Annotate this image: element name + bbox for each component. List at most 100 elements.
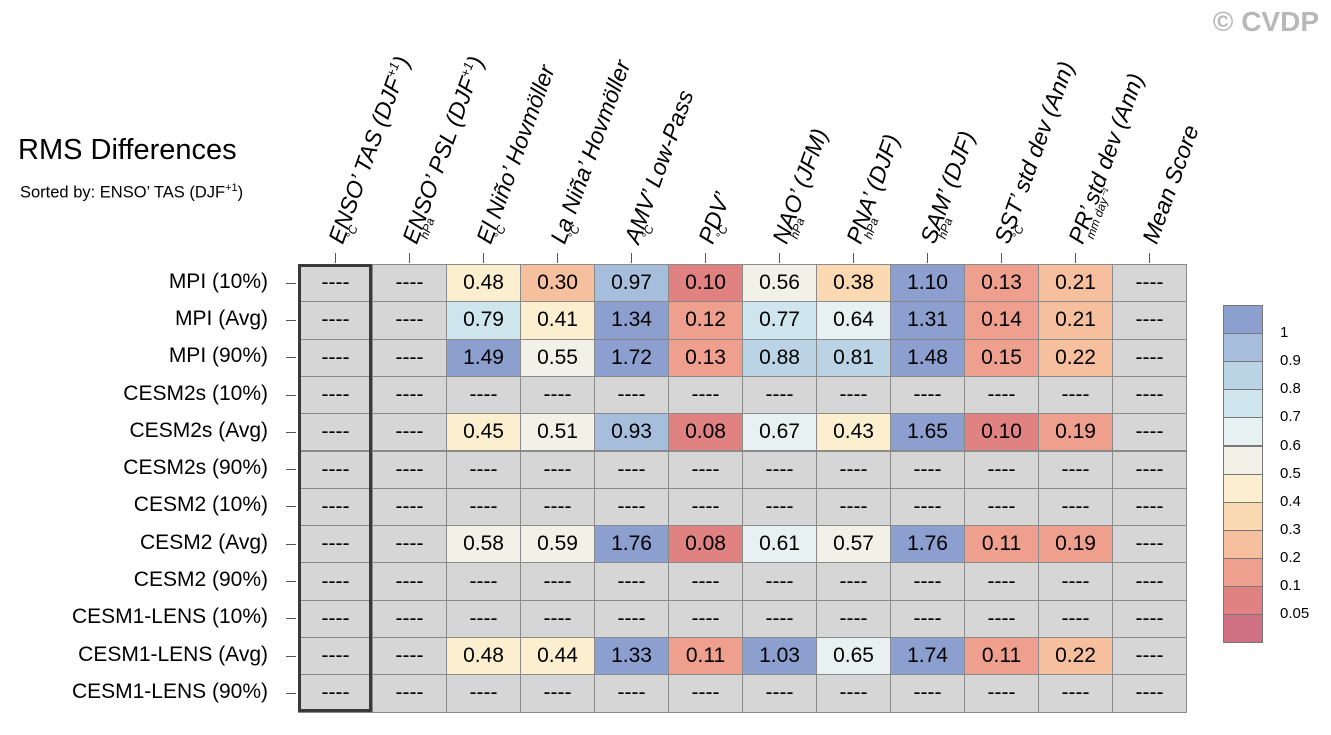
heatmap-cell: 0.43 bbox=[816, 413, 891, 452]
heatmap-cell: 1.72 bbox=[594, 338, 669, 377]
heatmap-cell: 0.55 bbox=[520, 338, 595, 377]
heatmap-cell: ---- bbox=[1112, 413, 1187, 452]
colorbar-label: 0.2 bbox=[1280, 548, 1301, 566]
heatmap-cell: ---- bbox=[964, 487, 1039, 527]
colorbar-swatch bbox=[1223, 417, 1263, 447]
colorbar-swatch bbox=[1223, 557, 1263, 587]
row-label: MPI (Avg) bbox=[175, 306, 268, 330]
colorbar-label: 0.7 bbox=[1280, 408, 1301, 426]
heatmap-cell: 0.41 bbox=[520, 301, 595, 340]
x-tick bbox=[853, 253, 854, 263]
heatmap-cell: ---- bbox=[1112, 637, 1187, 676]
subtitle-text: Sorted by: ENSO’ TAS (DJF bbox=[20, 183, 226, 202]
column-header-text: La Niña’ Hovmöller bbox=[545, 56, 636, 247]
y-tick bbox=[286, 692, 296, 694]
heatmap-cell: ---- bbox=[520, 674, 595, 713]
heatmap-cell: ---- bbox=[1112, 338, 1187, 377]
heatmap-cell: ---- bbox=[298, 674, 373, 713]
y-tick bbox=[286, 357, 296, 359]
chart-subtitle: Sorted by: ENSO’ TAS (DJF+1) bbox=[20, 182, 243, 203]
heatmap-cell: 0.10 bbox=[964, 413, 1039, 452]
column-header: Mean Score bbox=[1137, 121, 1205, 247]
column-header-text: Mean Score bbox=[1137, 121, 1204, 247]
heatmap-cell: ---- bbox=[446, 450, 521, 489]
heatmap-cell: ---- bbox=[372, 562, 447, 601]
heatmap-cell: ---- bbox=[668, 599, 743, 638]
row-labels: MPI (10%) MPI (Avg) MPI (90%) CESM2s (10%) C… bbox=[0, 0, 268, 735]
chart-title: RMS Differences bbox=[18, 134, 237, 166]
row-label: MPI (10%) bbox=[168, 269, 268, 293]
colorbar-label: 0.6 bbox=[1280, 436, 1301, 454]
heatmap-cell: ---- bbox=[816, 599, 891, 638]
row-label: CESM2s (10%) bbox=[123, 381, 268, 405]
y-tick bbox=[286, 319, 296, 321]
row-label: MPI (90%) bbox=[168, 344, 268, 368]
column-header-text: PR’ std dev (Ann) bbox=[1063, 69, 1149, 247]
column-header: La Niña’ Hovmöller bbox=[545, 57, 636, 248]
row-label: CESM2 (90%) bbox=[133, 568, 268, 592]
heatmap-cell: ---- bbox=[594, 674, 669, 713]
heatmap-cell: ---- bbox=[298, 562, 373, 601]
row-label: CESM2s (90%) bbox=[123, 456, 268, 480]
heatmap-cell: ---- bbox=[964, 562, 1039, 601]
heatmap-cell: ---- bbox=[742, 487, 817, 527]
heatmap-cell: ---- bbox=[446, 674, 521, 713]
colorbar-swatch bbox=[1223, 361, 1263, 391]
heatmap-cell: ---- bbox=[372, 599, 447, 638]
heatmap-cell: 0.11 bbox=[668, 637, 743, 676]
heatmap-cell: ---- bbox=[298, 301, 373, 340]
heatmap-cell: ---- bbox=[816, 487, 891, 527]
heatmap-cell: ---- bbox=[890, 450, 965, 489]
heatmap-cell: 0.21 bbox=[1038, 301, 1113, 340]
heatmap-cell: ---- bbox=[816, 450, 891, 489]
heatmap-cell: ---- bbox=[816, 375, 891, 415]
heatmap-cell: ---- bbox=[298, 487, 373, 527]
heatmap-cell: ---- bbox=[298, 338, 373, 377]
heatmap-cell: 0.81 bbox=[816, 338, 891, 377]
x-tick bbox=[1001, 253, 1002, 263]
heatmap-cell: ---- bbox=[372, 525, 447, 564]
heatmap-cell: 0.11 bbox=[964, 637, 1039, 676]
heatmap-cell: 0.22 bbox=[1038, 637, 1113, 676]
heatmap-cell: ---- bbox=[1112, 487, 1187, 527]
x-tick bbox=[409, 253, 410, 263]
heatmap-cell: ---- bbox=[298, 413, 373, 452]
heatmap-cell: ---- bbox=[742, 450, 817, 489]
heatmap-cell: 0.48 bbox=[446, 264, 521, 303]
heatmap-cell: ---- bbox=[298, 525, 373, 564]
colorbar-swatch bbox=[1223, 614, 1263, 644]
row-label: CESM1-LENS (90%) bbox=[71, 679, 268, 703]
heatmap-cell: ---- bbox=[1112, 674, 1187, 713]
x-tick bbox=[483, 253, 484, 263]
row-label: CESM2 (10%) bbox=[133, 493, 268, 517]
heatmap-cell: ---- bbox=[1112, 375, 1187, 415]
heatmap-cell: 1.49 bbox=[446, 338, 521, 377]
heatmap-cell: ---- bbox=[1112, 264, 1187, 303]
heatmap-cell: 0.10 bbox=[668, 264, 743, 303]
heatmap-cell: 0.44 bbox=[520, 637, 595, 676]
y-tick bbox=[286, 543, 296, 545]
heatmap-cell: ---- bbox=[1038, 487, 1113, 527]
y-tick bbox=[286, 581, 296, 583]
x-tick bbox=[557, 253, 558, 263]
row-label: CESM2 (Avg) bbox=[140, 530, 268, 554]
heatmap-cell: ---- bbox=[742, 599, 817, 638]
heatmap-cell: ---- bbox=[372, 338, 447, 377]
heatmap-cell: 0.08 bbox=[668, 525, 743, 564]
colorbar-label: 0.4 bbox=[1280, 492, 1301, 510]
heatmap-cell: ---- bbox=[298, 637, 373, 676]
y-tick bbox=[286, 431, 296, 433]
heatmap-cell: ---- bbox=[890, 375, 965, 415]
heatmap-cell: 1.34 bbox=[594, 301, 669, 340]
colorbar-swatch bbox=[1223, 473, 1263, 503]
heatmap-cell: ---- bbox=[742, 674, 817, 713]
heatmap-cell: ---- bbox=[890, 674, 965, 713]
heatmap-cell: ---- bbox=[594, 450, 669, 489]
heatmap-cell: 1.74 bbox=[890, 637, 965, 676]
heatmap-cell: ---- bbox=[372, 264, 447, 303]
heatmap-cell: 0.08 bbox=[668, 413, 743, 452]
y-tick bbox=[286, 282, 296, 284]
heatmap-cell: ---- bbox=[298, 375, 373, 415]
y-tick bbox=[286, 618, 296, 620]
heatmap-cell: 0.88 bbox=[742, 338, 817, 377]
